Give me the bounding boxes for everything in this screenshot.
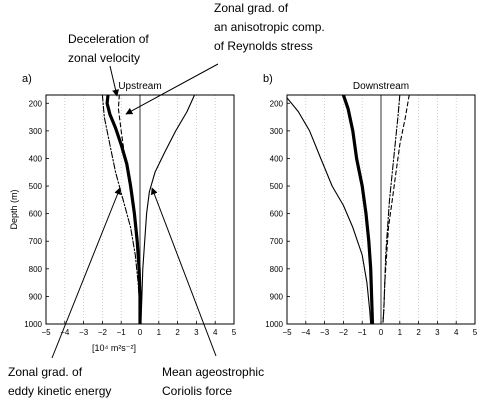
- arrow-eke: [51, 187, 121, 359]
- y-tick-label: 700: [270, 237, 284, 246]
- y-tick-label: 900: [29, 292, 43, 301]
- x-tick-label: 3: [435, 328, 440, 337]
- annotation-coriolis-line1: Mean ageostrophic: [162, 365, 265, 379]
- y-tick-label: 600: [270, 210, 284, 219]
- x-tick-label: 2: [175, 328, 180, 337]
- annotation-coriolis: Mean ageostrophic Coriolis force: [162, 363, 264, 401]
- arrow-deceleration: [109, 65, 119, 97]
- annotation-deceleration: Deceleration of zonal velocity: [68, 30, 149, 68]
- annotation-arrows: [51, 63, 219, 359]
- series-dashdot: [382, 95, 401, 324]
- x-tick-label: 1: [157, 328, 162, 337]
- annotation-reynolds-line2: an anisotropic comp.: [214, 20, 325, 34]
- x-tick-label: 0: [138, 328, 143, 337]
- arrow-reynolds: [125, 63, 219, 115]
- annotation-reynolds: Zonal grad. of an anisotropic comp. of R…: [214, 0, 325, 56]
- annotation-reynolds-line1: Zonal grad. of: [214, 1, 289, 15]
- panel-letter: b): [263, 73, 273, 85]
- x-tick-label: −3: [320, 328, 330, 337]
- x-tick-label: 0: [379, 328, 384, 337]
- y-tick-label: 300: [29, 127, 43, 136]
- x-tick-label: −3: [79, 328, 89, 337]
- x-tick-label: 5: [232, 328, 237, 337]
- x-tick-label: −2: [339, 328, 349, 337]
- x-tick-label: −1: [358, 328, 368, 337]
- x-unit-label: [10⁴ m²s⁻²]: [92, 343, 136, 353]
- panel-title: Upstream: [118, 81, 161, 92]
- x-tick-label: −5: [282, 328, 292, 337]
- y-tick-label: 700: [29, 237, 43, 246]
- y-tick-label: 600: [29, 210, 43, 219]
- series-thin: [140, 95, 196, 324]
- series-dashed: [382, 95, 410, 324]
- y-tick-label: 200: [270, 99, 284, 108]
- x-tick-label: −1: [117, 328, 127, 337]
- x-tick-label: −5: [41, 328, 51, 337]
- y-tick-label: 500: [29, 182, 43, 191]
- annotation-deceleration-line2: zonal velocity: [68, 51, 141, 65]
- x-tick-label: 4: [454, 328, 459, 337]
- y-tick-label: 200: [29, 99, 43, 108]
- series-thick: [105, 95, 142, 324]
- x-tick-label: −4: [60, 328, 70, 337]
- y-tick-label: 1000: [24, 320, 42, 329]
- x-tick-label: 3: [194, 328, 199, 337]
- panel-upstream: −5 −4 −3 −2 −1 0 1 2 3 4 5 200 300 400 500 600 700 800 900…: [9, 73, 237, 337]
- y-tick-label: 400: [270, 154, 284, 163]
- panel-letter: a): [22, 73, 32, 85]
- y-tick-label: 900: [270, 292, 284, 301]
- x-tick-label: 1: [398, 328, 403, 337]
- y-tick-label: 500: [270, 182, 284, 191]
- y-axis-label: Depth (m): [9, 189, 19, 229]
- x-tick-label: −4: [301, 328, 311, 337]
- y-tick-label: 1000: [265, 320, 283, 329]
- panel-title: Downstream: [353, 81, 409, 92]
- arrow-coriolis: [150, 187, 217, 357]
- x-tick-label: −2: [98, 328, 108, 337]
- annotation-eke-line1: Zonal grad. of: [8, 365, 83, 379]
- x-tick-label: 2: [416, 328, 421, 337]
- series-thick: [341, 95, 375, 324]
- panel-downstream: −5 −4 −3 −2 −1 0 1 2 3 4 5 200 300 400 500 600 700 800 900…: [263, 73, 478, 337]
- y-tick-label: 300: [270, 127, 284, 136]
- y-tick-label: 800: [29, 265, 43, 274]
- annotation-coriolis-line2: Coriolis force: [162, 384, 233, 398]
- y-tick-label: 800: [270, 265, 284, 274]
- y-tick-label: 400: [29, 154, 43, 163]
- series-dashdot: [101, 95, 141, 324]
- x-tick-label: 5: [473, 328, 478, 337]
- series-dashed: [117, 95, 141, 324]
- annotation-eke: Zonal grad. of eddy kinetic energy: [8, 363, 111, 401]
- series-thin: [287, 97, 372, 324]
- x-tick-label: 4: [213, 328, 218, 337]
- annotation-deceleration-line1: Deceleration of: [68, 32, 149, 46]
- annotation-eke-line2: eddy kinetic energy: [8, 384, 112, 398]
- annotation-reynolds-line3: of Reynolds stress: [214, 39, 313, 53]
